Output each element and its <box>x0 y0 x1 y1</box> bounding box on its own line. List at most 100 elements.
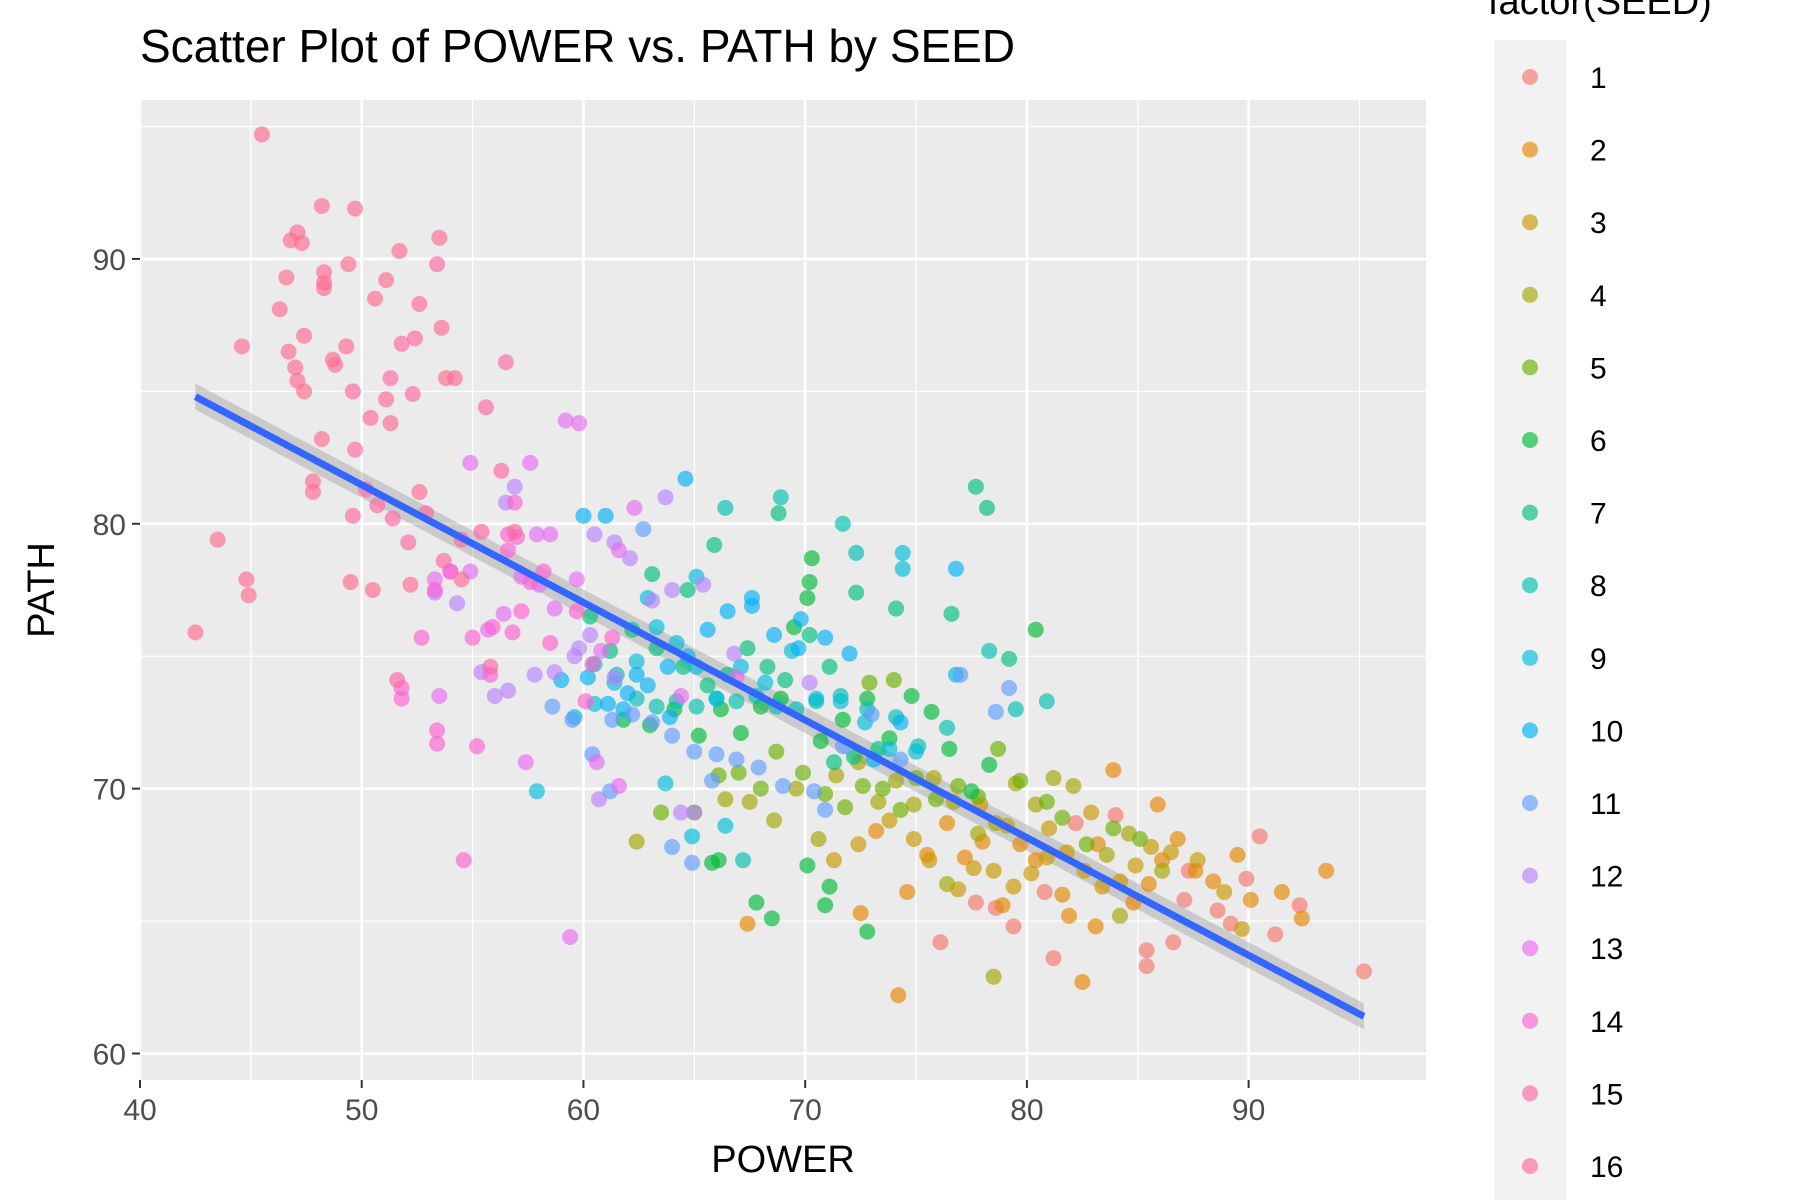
legend-label-seed-6: 6 <box>1590 425 1607 458</box>
data-point-seed-3 <box>921 852 938 869</box>
data-points <box>187 126 1372 1004</box>
data-point-seed-3 <box>1216 883 1233 900</box>
data-point-seed-15 <box>497 354 514 371</box>
data-point-seed-9 <box>881 740 898 757</box>
data-point-seed-16 <box>446 370 463 387</box>
legend-key-seed-8 <box>1522 577 1538 594</box>
data-point-seed-9 <box>894 560 911 577</box>
data-point-seed-8 <box>648 698 665 715</box>
data-point-seed-11 <box>686 743 703 760</box>
data-point-seed-7 <box>821 658 838 675</box>
data-point-seed-9 <box>894 544 911 561</box>
data-point-seed-5 <box>854 778 871 794</box>
data-point-seed-15 <box>369 497 386 514</box>
y-axis: 60 70 80 90 <box>93 244 140 1072</box>
data-point-seed-9 <box>757 674 774 691</box>
data-point-seed-3 <box>1163 844 1180 861</box>
data-point-seed-13 <box>610 542 627 559</box>
data-point-seed-14 <box>542 634 559 651</box>
data-point-seed-16 <box>364 582 381 598</box>
data-point-seed-4 <box>828 767 845 784</box>
data-point-seed-12 <box>582 627 599 644</box>
data-point-seed-15 <box>344 507 361 524</box>
data-point-seed-16 <box>253 126 270 143</box>
data-point-seed-11 <box>863 706 880 723</box>
data-point-seed-14 <box>393 690 410 707</box>
data-point-seed-9 <box>684 828 701 845</box>
data-point-seed-12 <box>801 674 818 691</box>
data-point-seed-12 <box>657 489 674 506</box>
data-point-seed-2 <box>1074 974 1091 990</box>
data-point-seed-13 <box>557 412 574 429</box>
data-point-seed-9 <box>717 817 734 834</box>
legend-key-seed-2 <box>1522 141 1538 158</box>
trend-line-group <box>193 393 1366 1020</box>
legend-key-seed-9 <box>1522 649 1538 666</box>
legend-title: factor(SEED) <box>1488 0 1712 23</box>
data-point-seed-15 <box>473 523 490 540</box>
data-point-seed-10 <box>892 714 909 731</box>
legend-label-seed-1: 1 <box>1590 62 1607 95</box>
data-point-seed-6 <box>834 711 851 728</box>
data-point-seed-15 <box>506 523 523 540</box>
data-point-seed-13 <box>571 415 588 432</box>
legend-key-seed-14 <box>1522 1012 1538 1029</box>
data-point-seed-4 <box>741 793 758 810</box>
data-point-seed-10 <box>817 629 834 646</box>
data-point-seed-2 <box>939 815 956 832</box>
data-point-seed-16 <box>431 229 448 246</box>
data-point-seed-16 <box>187 624 204 641</box>
data-point-seed-2 <box>1054 886 1071 903</box>
data-point-seed-12 <box>664 582 681 598</box>
data-point-seed-16 <box>238 571 255 588</box>
data-point-seed-9 <box>657 775 674 792</box>
data-point-seed-11 <box>704 772 721 789</box>
data-point-seed-2 <box>899 883 916 900</box>
y-tick-label: 60 <box>93 1039 126 1072</box>
legend-label-seed-8: 8 <box>1590 570 1607 603</box>
data-point-seed-2 <box>1273 883 1290 900</box>
data-point-seed-11 <box>728 751 745 768</box>
data-point-seed-10 <box>597 507 614 524</box>
data-point-seed-10 <box>619 685 636 702</box>
data-point-seed-7 <box>1001 650 1018 667</box>
data-point-seed-10 <box>841 645 858 662</box>
legend-label-seed-12: 12 <box>1590 861 1623 894</box>
data-point-seed-11 <box>1001 680 1018 696</box>
y-axis-title: PATH <box>21 542 63 638</box>
data-point-seed-12 <box>486 687 503 704</box>
data-point-seed-13 <box>588 754 605 771</box>
legend-label-seed-3: 3 <box>1590 207 1607 240</box>
data-point-seed-14 <box>429 722 446 739</box>
data-point-seed-16 <box>411 484 428 500</box>
data-point-seed-13 <box>610 778 627 794</box>
data-point-seed-11 <box>684 854 701 871</box>
data-point-seed-2 <box>1318 862 1335 879</box>
data-point-seed-1 <box>1291 897 1308 914</box>
legend-label-seed-14: 14 <box>1590 1006 1623 1039</box>
data-point-seed-6 <box>801 574 818 591</box>
data-point-seed-14 <box>455 852 472 869</box>
data-point-seed-8 <box>848 544 865 561</box>
data-point-seed-4 <box>970 825 987 842</box>
legend-label-seed-11: 11 <box>1590 788 1621 821</box>
data-point-seed-14 <box>484 619 501 636</box>
data-point-seed-7 <box>759 658 776 675</box>
data-point-seed-6 <box>690 727 707 744</box>
legend-key-seed-1 <box>1522 69 1538 85</box>
data-point-seed-7 <box>699 677 716 694</box>
data-point-seed-6 <box>859 923 876 940</box>
data-point-seed-6 <box>812 732 829 749</box>
data-point-seed-11 <box>544 698 561 715</box>
data-point-seed-5 <box>1078 836 1095 853</box>
data-point-seed-7 <box>967 478 984 495</box>
data-point-seed-5 <box>885 672 902 689</box>
legend-key-seed-4 <box>1522 286 1538 303</box>
data-point-seed-9 <box>648 619 665 636</box>
data-point-seed-12 <box>526 666 543 683</box>
data-point-seed-2 <box>1293 910 1310 927</box>
data-point-seed-3 <box>1041 820 1058 837</box>
data-point-seed-9 <box>908 743 925 760</box>
